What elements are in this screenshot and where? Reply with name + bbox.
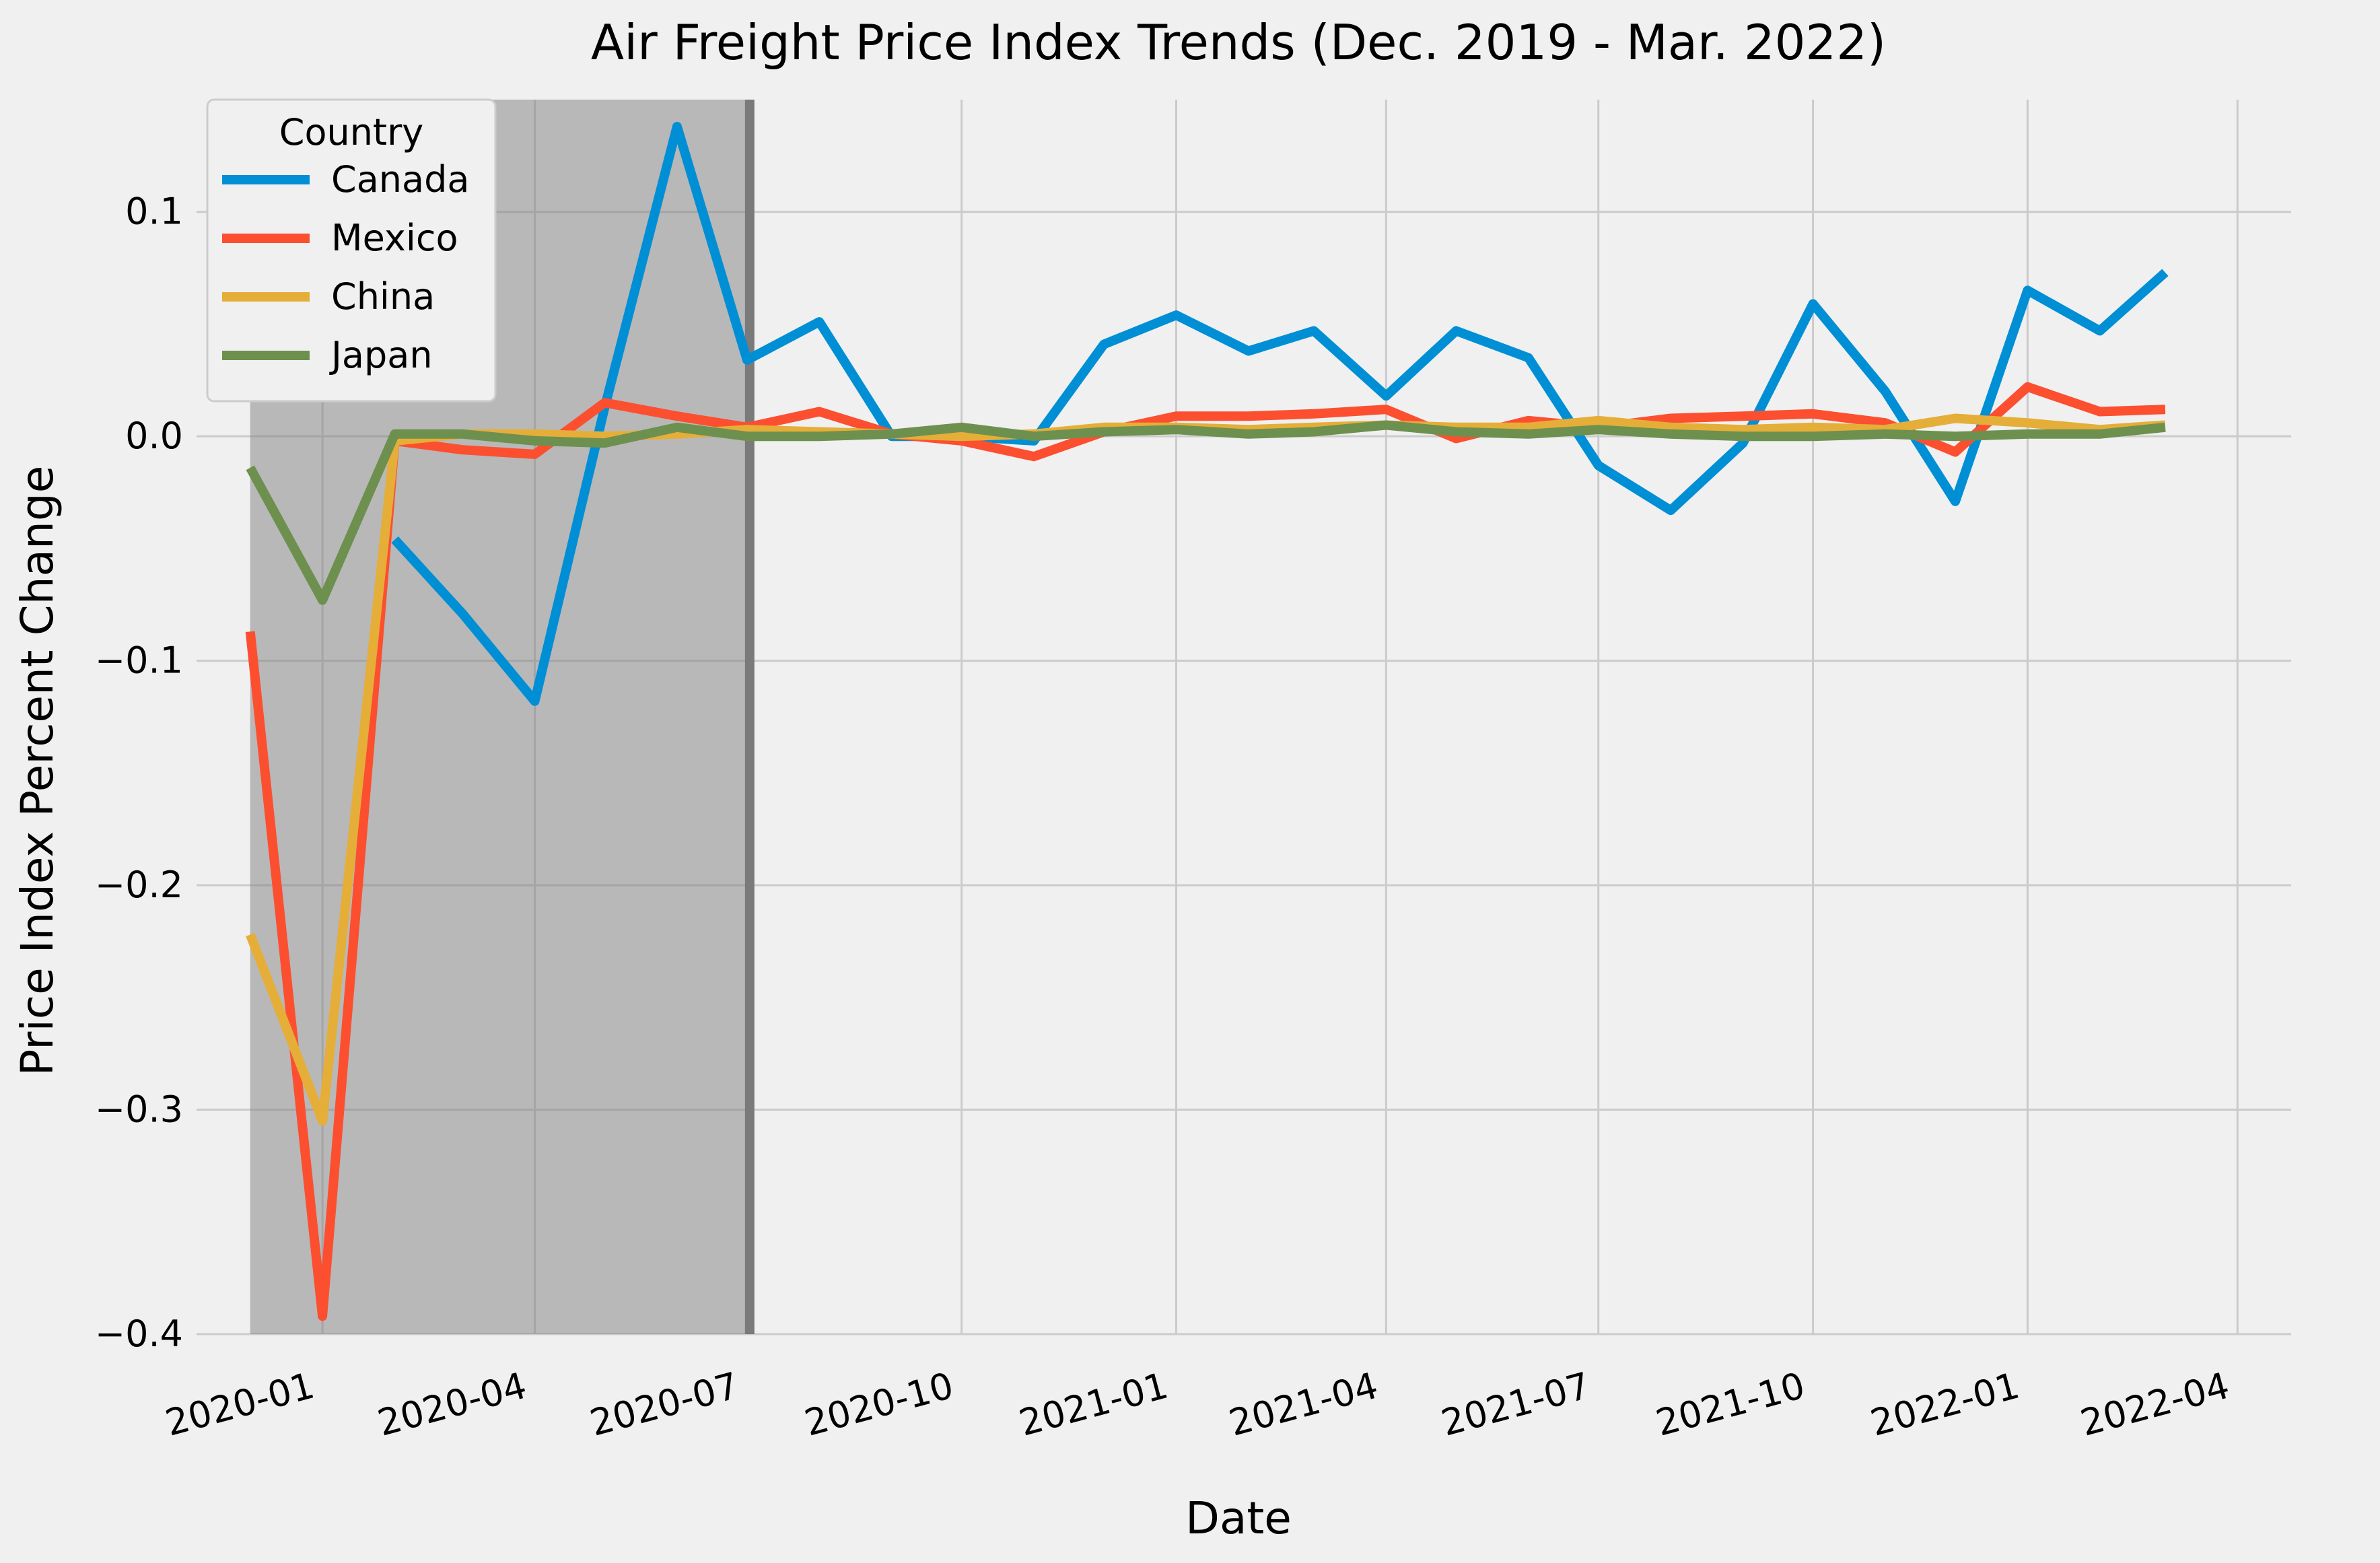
y-tick-label: −0.4: [95, 1313, 183, 1355]
series-line-japan: [246, 420, 2166, 605]
x-axis-label: Date: [1185, 1492, 1292, 1544]
y-tick-label: −0.1: [95, 639, 183, 682]
legend-label-mexico: Mexico: [331, 217, 458, 259]
chart-title: Air Freight Price Index Trends (Dec. 201…: [591, 14, 1886, 71]
y-tick-label: −0.2: [95, 864, 183, 906]
y-tick-labels: −0.4 −0.3 −0.2 −0.1 0.0 0.1: [95, 190, 183, 1355]
y-tick-label: −0.3: [95, 1088, 183, 1131]
legend-title: Country: [279, 111, 424, 153]
shaded-region-group: [250, 100, 755, 1334]
y-tick-label: 0.1: [125, 190, 183, 233]
legend-label-canada: Canada: [331, 158, 469, 201]
series-lines: [245, 122, 2169, 1321]
y-axis-label: Price Index Percent Change: [11, 466, 63, 1076]
legend-label-china: China: [331, 275, 435, 318]
series-line-mexico: [245, 382, 2166, 1321]
legend: Country Canada Mexico China Japan: [206, 98, 497, 403]
legend-label-japan: Japan: [329, 334, 433, 376]
series-line-canada: [391, 122, 2169, 706]
y-tick-label: 0.0: [125, 415, 183, 457]
